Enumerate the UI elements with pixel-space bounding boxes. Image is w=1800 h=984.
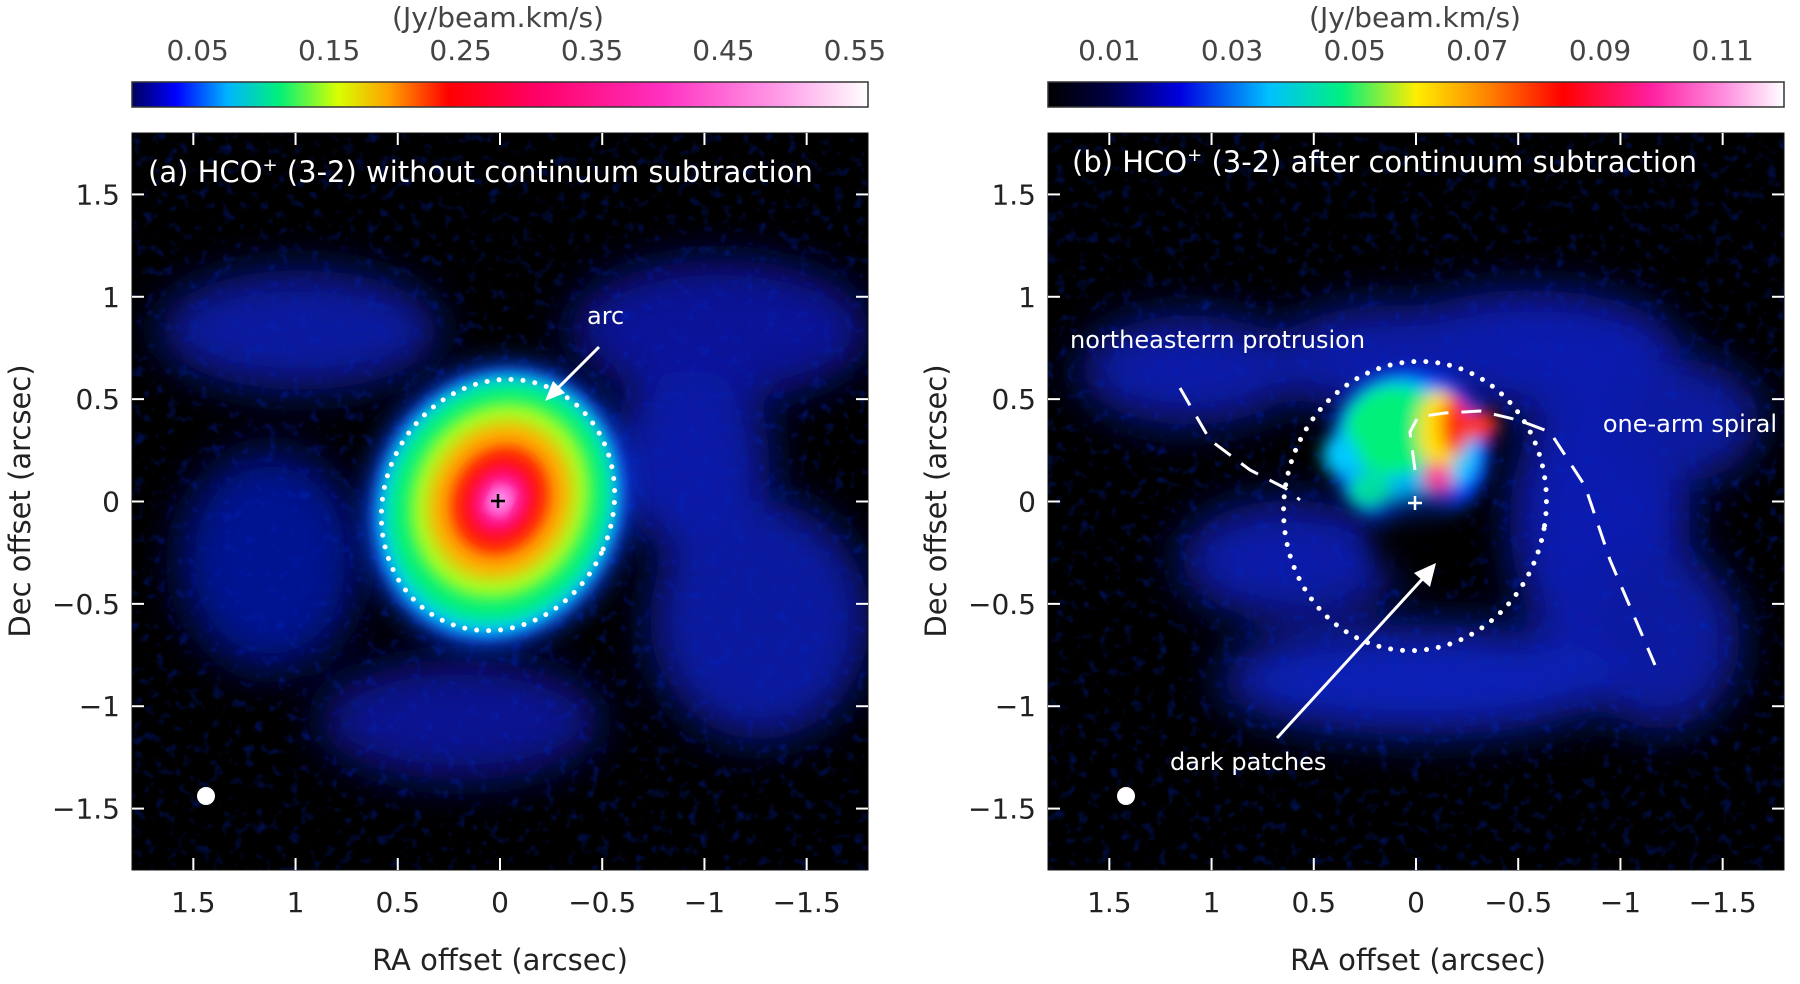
dark-patches-arrow (1275, 573, 1428, 740)
colorbar-tick-label-a: 0.25 (429, 34, 491, 67)
y-tick-label-b: −0.5 (968, 588, 1036, 621)
x-axis-label-a: RA offset (arcsec) (372, 943, 628, 977)
colorbar-tick-label-a: 0.05 (167, 34, 229, 67)
x-tick-label-b: 0 (1407, 886, 1425, 919)
y-tick-label-a: 1.5 (75, 178, 120, 211)
y-tick-label-a: 0 (102, 486, 120, 519)
y-tick-label-a: −1 (79, 690, 120, 723)
annotation-spiral: one-arm spiral (1603, 410, 1777, 438)
x-tick-label-b: 0.5 (1292, 886, 1337, 919)
y-tick-label-a: −1.5 (52, 793, 120, 826)
x-tick-label-b: 1 (1203, 886, 1221, 919)
colorbar-tick-label-b: 0.03 (1201, 34, 1263, 67)
colorbar-unit-b: (Jy/beam.km/s) (1309, 1, 1521, 34)
y-tick-label-b: 1.5 (991, 178, 1036, 211)
colorbar-tick-label-a: 0.35 (561, 34, 623, 67)
y-axis-label-a: Dec offset (arcsec) (3, 364, 37, 637)
image-a: arc (132, 133, 868, 870)
panel-title-b: (b) HCO+ (3-2) after continuum subtracti… (1072, 145, 1697, 179)
star-marker-b (1408, 496, 1422, 510)
beam-b (1117, 787, 1135, 805)
arc-arrow (551, 345, 601, 395)
colorbar-tick-labels-b: 0.01 0.03 0.05 0.07 0.09 0.11 (1078, 34, 1754, 88)
beam-a (197, 787, 215, 805)
y-tick-label-b: 0.5 (991, 383, 1036, 416)
x-tick-label-a: −1.5 (773, 886, 841, 919)
protrusion-path (1178, 387, 1301, 502)
y-axis-label-b: Dec offset (arcsec) (919, 364, 953, 637)
image-b: northeasterrn protrusion one-arm spiral … (1048, 133, 1784, 870)
annotation-protrusion: northeasterrn protrusion (1070, 326, 1365, 354)
panel-a: (Jy/beam.km/s) 0.05 0.15 0.25 0.35 0.45 0.55 (3, 1, 886, 977)
colorbar-tick-labels-a: 0.05 0.15 0.25 0.35 0.45 0.55 (167, 34, 886, 88)
annotation-arc: arc (587, 302, 624, 330)
x-tick-label-a: 1.5 (171, 886, 216, 919)
colorbar-tick-label-a: 0.55 (824, 34, 886, 67)
x-tick-label-a: −0.5 (568, 886, 636, 919)
x-tick-label-a: 0.5 (376, 886, 421, 919)
x-tick-label-b: −1 (1600, 886, 1641, 919)
y-tick-label-b: 0 (1018, 486, 1036, 519)
x-tick-label-a: −1 (684, 886, 725, 919)
colorbar-tick-label-b: 0.07 (1446, 34, 1508, 67)
colorbar-b (1047, 81, 1785, 108)
x-tick-label-a: 1 (287, 886, 305, 919)
colorbar-tick-label-a: 0.15 (298, 34, 360, 67)
star-marker-a (491, 494, 505, 508)
annotation-dark-patches: dark patches (1170, 748, 1326, 776)
dotted-ellipse-b (1281, 358, 1549, 654)
axes-b: 1.5 1 0.5 0 −0.5 −1 −1.5 1.5 1 0.5 0 −0.5 −1 −1.5 (968, 133, 1784, 919)
y-tick-label-a: 0.5 (75, 383, 120, 416)
colorbar-tick-label-b: 0.09 (1569, 34, 1631, 67)
colorbar-tick-label-b: 0.11 (1691, 34, 1753, 67)
panel-title-a: (a) HCO+ (3-2) without continuum subtrac… (148, 155, 813, 189)
dark-patches-arrowhead (1414, 563, 1436, 587)
y-tick-label-b: 1 (1018, 281, 1036, 314)
x-tick-label-b: −1.5 (1689, 886, 1757, 919)
axes-a: 1.5 1 0.5 0 −0.5 −1 −1.5 1.5 1 0.5 0 −0.5 −1 −1.5 (52, 133, 868, 919)
y-tick-label-b: −1 (995, 690, 1036, 723)
dotted-ellipse-a (378, 376, 618, 634)
colorbar-tick-label-b: 0.05 (1323, 34, 1385, 67)
y-tick-label-a: −0.5 (52, 588, 120, 621)
x-tick-label-a: 0 (491, 886, 509, 919)
x-tick-label-b: 1.5 (1087, 886, 1132, 919)
colorbar-tick-label-b: 0.01 (1078, 34, 1140, 67)
one-arm-spiral-path (1408, 409, 1657, 666)
y-tick-label-b: −1.5 (968, 793, 1036, 826)
x-tick-label-b: −0.5 (1484, 886, 1552, 919)
colorbar-tick-label-a: 0.45 (692, 34, 754, 67)
colorbar-a (131, 81, 869, 108)
y-tick-label-a: 1 (102, 281, 120, 314)
panel-b: (Jy/beam.km/s) 0.01 0.03 0.05 0.07 0.09 0.11 (919, 1, 1785, 977)
arc-arrowhead (545, 381, 565, 401)
x-axis-label-b: RA offset (arcsec) (1290, 943, 1546, 977)
colorbar-unit-a: (Jy/beam.km/s) (392, 1, 604, 34)
